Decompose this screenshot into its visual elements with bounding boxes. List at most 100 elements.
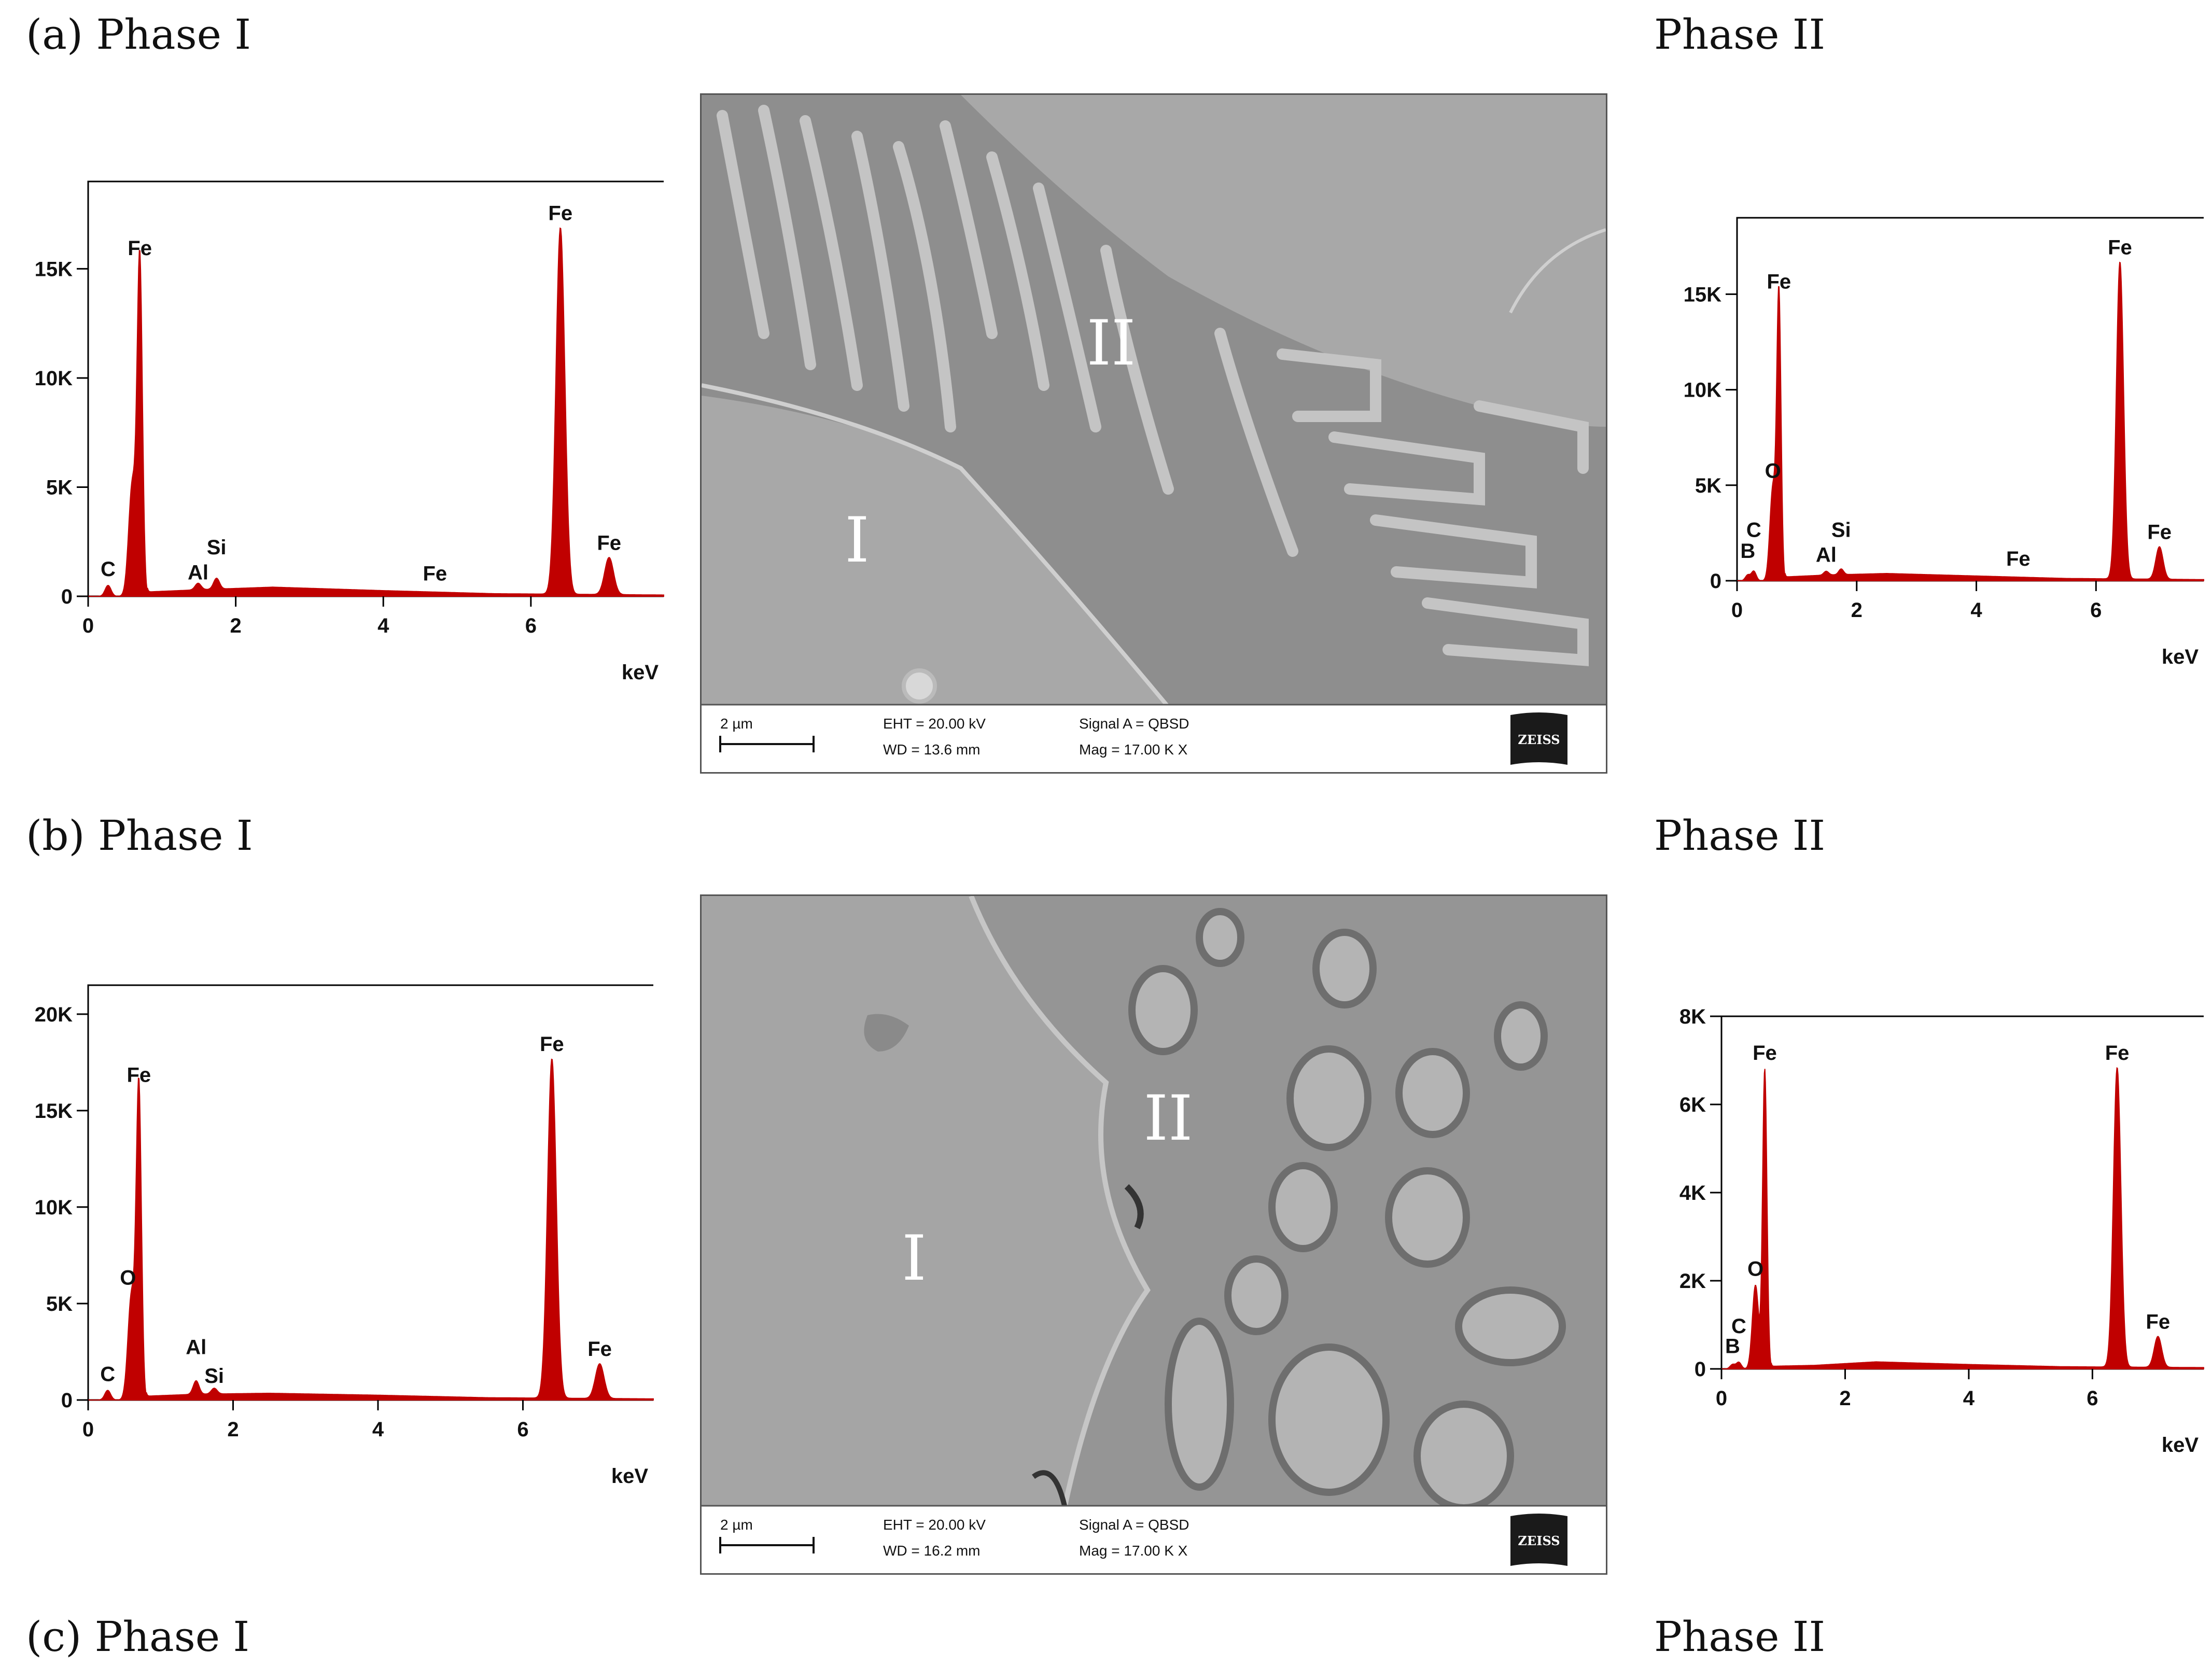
y-tick-label: 15K: [35, 258, 73, 281]
y-tick-label: 0: [1710, 570, 1721, 593]
peak-label: Fe: [2146, 1311, 2170, 1334]
sem-scalebar-a: [719, 736, 815, 752]
sem-wd-a: WD = 13.6 mm: [883, 741, 980, 758]
peak-label: C: [100, 1363, 115, 1385]
sem-eht-a: EHT = 20.00 kV: [883, 716, 986, 732]
peak-label: Fe: [597, 531, 621, 554]
x-tick-label: 4: [1963, 1387, 1975, 1410]
y-tick-label: 10K: [35, 367, 73, 390]
x-tick-label: 2: [1851, 599, 1863, 622]
x-axis-label: keV: [622, 661, 659, 684]
peak-label: B: [1725, 1335, 1740, 1357]
x-tick-label: 4: [377, 614, 389, 637]
peak-label: Fe: [548, 202, 572, 225]
y-tick-label: 4K: [1679, 1182, 1706, 1205]
y-tick-label: 5K: [46, 1293, 73, 1315]
x-axis-label: keV: [2162, 1434, 2199, 1457]
peak-label: O: [1747, 1258, 1763, 1281]
y-tick-label: 0: [61, 585, 73, 608]
peak-label: C: [1731, 1315, 1746, 1338]
sem-image-b: I II 2 µm EHT = 20.00 kV WD = 16.2 mm Si…: [700, 894, 1607, 1575]
y-tick-label: 15K: [1684, 283, 1721, 306]
sem-signal-a: Signal A = QBSD: [1079, 716, 1189, 732]
caption-b-phase-ii: Phase II: [1654, 811, 1826, 860]
peak-label: Fe: [2108, 236, 2132, 259]
peak-label: Fe: [2105, 1042, 2130, 1065]
sem-globules-b: [1128, 908, 1566, 1511]
x-tick-label: 0: [1716, 1387, 1727, 1410]
plot-frame: [1720, 1015, 2204, 1369]
y-tick-label: 6K: [1679, 1094, 1706, 1116]
peak-label: Si: [204, 1365, 224, 1388]
peak-label: Fe: [128, 237, 152, 260]
sem-label-phase-i-b: I: [902, 1223, 926, 1295]
peak-label: Al: [186, 1336, 206, 1359]
plot-frame: [87, 984, 653, 1400]
peak-label: Fe: [2147, 521, 2172, 543]
x-tick-label: 0: [82, 614, 94, 637]
caption-a-phase-i: (a) Phase I: [26, 10, 251, 59]
peak-label: O: [120, 1266, 136, 1289]
y-tick-label: 5K: [1695, 474, 1721, 497]
x-axis-label: keV: [2162, 646, 2199, 668]
y-tick-label: 2K: [1679, 1270, 1706, 1293]
peak-label: Fe: [423, 562, 447, 585]
peak-label: Fe: [2006, 548, 2031, 570]
peak-label: Fe: [587, 1338, 612, 1361]
plot-frame: [87, 180, 664, 596]
x-tick-label: 2: [227, 1418, 239, 1441]
caption-c-phase-i: (c) Phase I: [26, 1613, 250, 1661]
y-tick-label: 0: [61, 1389, 73, 1412]
spectrum-series: [1737, 261, 2204, 581]
y-tick-label: 15K: [35, 1100, 73, 1123]
peak-label: Si: [207, 536, 227, 559]
sem-lamellae-a: [717, 105, 1589, 666]
y-tick-label: 20K: [35, 1003, 73, 1026]
caption-a-phase-ii: Phase II: [1654, 10, 1826, 59]
sem-scalebar-label-a: 2 µm: [720, 716, 753, 732]
x-tick-label: 0: [1731, 599, 1743, 622]
peak-label: Fe: [540, 1033, 564, 1056]
y-tick-label: 5K: [46, 476, 73, 499]
peak-label: Al: [1816, 544, 1837, 567]
peak-label: B: [1740, 540, 1755, 563]
y-tick-label: 10K: [1684, 379, 1721, 402]
x-axis-label: keV: [611, 1465, 648, 1488]
svg-text:ZEISS: ZEISS: [1518, 1533, 1560, 1548]
spectrum-series: [88, 227, 664, 597]
sem-mag-a: Mag = 17.00 K X: [1079, 741, 1188, 758]
x-tick-label: 0: [82, 1418, 94, 1441]
y-tick-label: 0: [1695, 1358, 1706, 1381]
zeiss-logo-b: ZEISS: [1510, 1514, 1567, 1566]
sem-image-a: I II 2 µm EHT = 20.00 kV WD = 13.6 mm Si…: [700, 93, 1607, 774]
x-tick-label: 6: [525, 614, 537, 637]
plot-frame: [1736, 217, 2204, 581]
peak-label: Si: [1831, 519, 1851, 542]
caption-b-phase-i: (b) Phase I: [26, 811, 253, 860]
peak-label: Al: [188, 561, 208, 584]
y-tick-label: 10K: [35, 1196, 73, 1219]
peak-label: Fe: [127, 1064, 151, 1087]
sem-scalebar-b: [719, 1537, 815, 1553]
peak-label: Fe: [1767, 271, 1791, 293]
sem-signal-b: Signal A = QBSD: [1079, 1517, 1189, 1533]
x-tick-label: 6: [2087, 1387, 2098, 1410]
sem-scalebar-label-b: 2 µm: [720, 1517, 753, 1533]
sem-eht-b: EHT = 20.00 kV: [883, 1517, 986, 1533]
spectrum-series: [1721, 1067, 2204, 1369]
svg-text:ZEISS: ZEISS: [1518, 732, 1560, 747]
sem-wd-b: WD = 16.2 mm: [883, 1543, 980, 1559]
peak-label: C: [101, 558, 116, 581]
sem-label-phase-ii-b: II: [1144, 1083, 1193, 1155]
y-tick-label: 8K: [1679, 1006, 1706, 1028]
eds-spectrum-b-phase-ii: 0 2K 4K 6K 8K 0 2 4 6 keV BC O Fe Fe Fe: [1679, 1006, 2204, 1457]
sem-mag-b: Mag = 17.00 K X: [1079, 1543, 1188, 1559]
eds-spectrum-b-phase-i: 0 5K 10K 15K 20K 0 2 4 6 keV C O Fe Al Si Fe Fe: [35, 984, 654, 1488]
x-tick-label: 6: [517, 1418, 528, 1441]
peak-label: O: [1765, 459, 1781, 482]
sem-label-phase-i-a: I: [845, 505, 869, 577]
sem-label-phase-ii-a: II: [1087, 307, 1136, 380]
peak-label: Fe: [1753, 1042, 1777, 1065]
